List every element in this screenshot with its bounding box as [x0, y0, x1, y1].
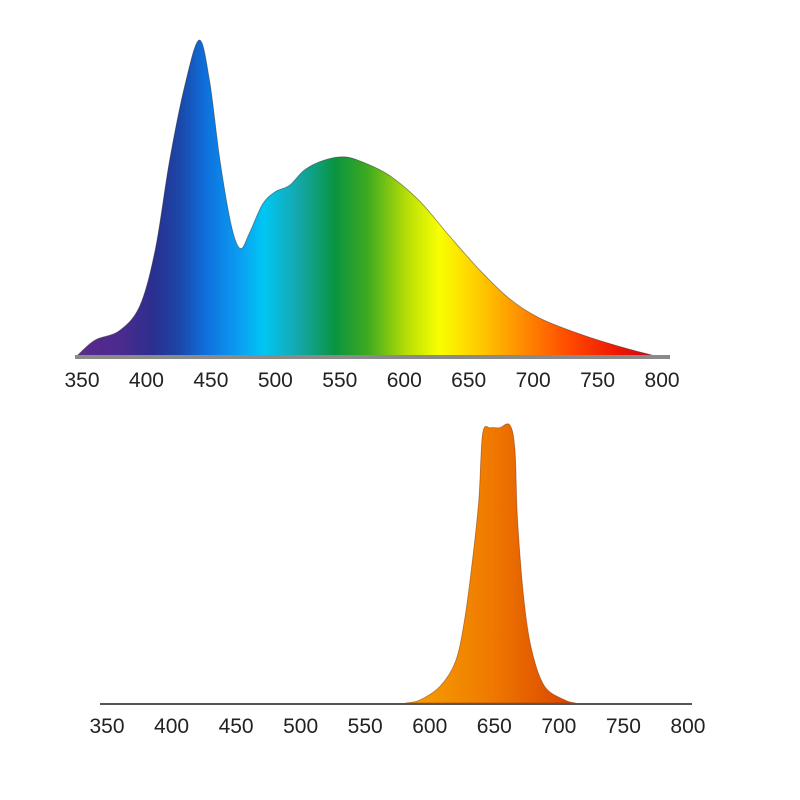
- x-tick-label: 450: [219, 715, 254, 738]
- x-tick-label: 750: [580, 369, 615, 392]
- x-tick-label: 700: [516, 369, 551, 392]
- x-tick-label: 500: [258, 369, 293, 392]
- x-tick-label: 500: [283, 715, 318, 738]
- x-tick-label: 450: [193, 369, 228, 392]
- spectrum-area: [405, 423, 576, 704]
- x-tick-label: 550: [348, 715, 383, 738]
- x-tick-label: 600: [412, 715, 447, 738]
- x-tick-label: 700: [541, 715, 576, 738]
- x-tick-label: 400: [129, 369, 164, 392]
- x-tick-label: 650: [451, 369, 486, 392]
- x-tick-label: 350: [64, 369, 99, 392]
- x-tick-label: 350: [89, 715, 124, 738]
- top-spectrum-chart: 350 400 450 500 550 600 650 700 750 800: [64, 39, 680, 392]
- spectrum-area: [75, 39, 656, 357]
- x-tick-label: 750: [606, 715, 641, 738]
- x-tick-label: 800: [670, 715, 705, 738]
- x-tick-label: 400: [154, 715, 189, 738]
- x-tick-label: 650: [477, 715, 512, 738]
- x-tick-label: 550: [322, 369, 357, 392]
- x-tick-label: 600: [387, 369, 422, 392]
- x-tick-label: 800: [645, 369, 680, 392]
- bottom-spectrum-chart: 350 400 450 500 550 600 650 700 750 800: [89, 423, 705, 738]
